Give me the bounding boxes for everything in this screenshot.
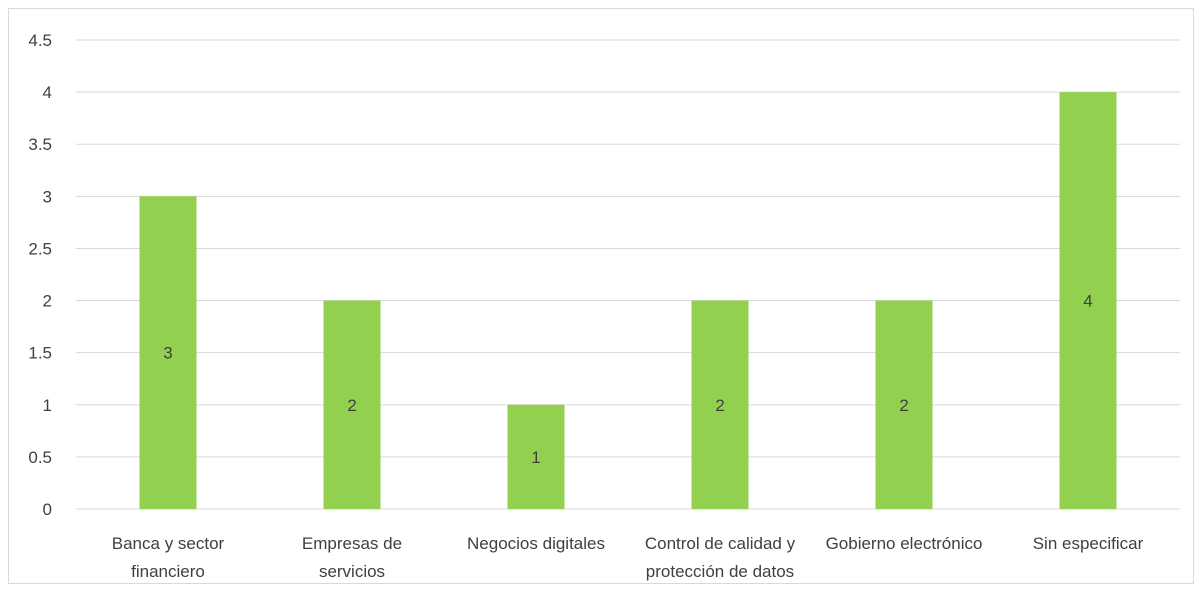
bar-data-label: 2: [347, 396, 356, 415]
bar: [323, 300, 381, 509]
y-tick-label: 4: [43, 83, 52, 102]
bar-data-label: 4: [1083, 292, 1092, 311]
bar: [1059, 92, 1117, 509]
bar-data-label: 3: [163, 344, 172, 363]
x-category-label: Empresas de servicios: [302, 534, 402, 581]
y-tick-label: 1: [43, 396, 52, 415]
bar-data-label: 2: [899, 396, 908, 415]
bars: 3 2 1 2 2 4: [139, 92, 1117, 510]
chart-frame: [8, 8, 1194, 584]
y-tick-label: 2.5: [28, 239, 52, 258]
x-category-label-line: Banca y sector: [112, 534, 225, 553]
x-category-label-line: Sin especificar: [1033, 534, 1144, 553]
y-tick-label: 0.5: [28, 448, 52, 467]
x-category-label-line: financiero: [131, 562, 205, 581]
y-tick-label: 2: [43, 292, 52, 311]
bar-data-label: 2: [715, 396, 724, 415]
bar: [875, 300, 933, 509]
x-category-label: Sin especificar: [1033, 534, 1144, 553]
x-category-label-line: Control de calidad y: [645, 534, 796, 553]
x-category-label-line: Empresas de: [302, 534, 402, 553]
bar: [691, 300, 749, 509]
x-category-label: Banca y sector financiero: [112, 534, 225, 581]
x-category-label-line: Gobierno electrónico: [826, 534, 983, 553]
x-category-label-line: Negocios digitales: [467, 534, 605, 553]
bar: [139, 196, 197, 510]
y-tick-label: 4.5: [28, 31, 52, 50]
x-category-label: Negocios digitales: [467, 534, 605, 553]
y-tick-label: 1.5: [28, 344, 52, 363]
y-tick-label: 3.5: [28, 135, 52, 154]
gridlines: [76, 39, 1180, 510]
y-tick-label: 3: [43, 187, 52, 206]
bar: [507, 404, 565, 509]
y-tick-label: 0: [43, 500, 52, 519]
y-axis-ticks: 0 0.5 1 1.5 2 2.5 3 3.5 4 4.5: [28, 31, 52, 519]
x-category-label: Gobierno electrónico: [826, 534, 983, 553]
x-category-label: Control de calidad y protección de datos: [645, 534, 796, 581]
x-axis-labels: Banca y sector financiero Empresas de servi…: [112, 534, 1144, 581]
bar-data-label: 1: [531, 448, 540, 467]
x-category-label-line: servicios: [319, 562, 385, 581]
x-category-label-line: protección de datos: [646, 562, 794, 581]
